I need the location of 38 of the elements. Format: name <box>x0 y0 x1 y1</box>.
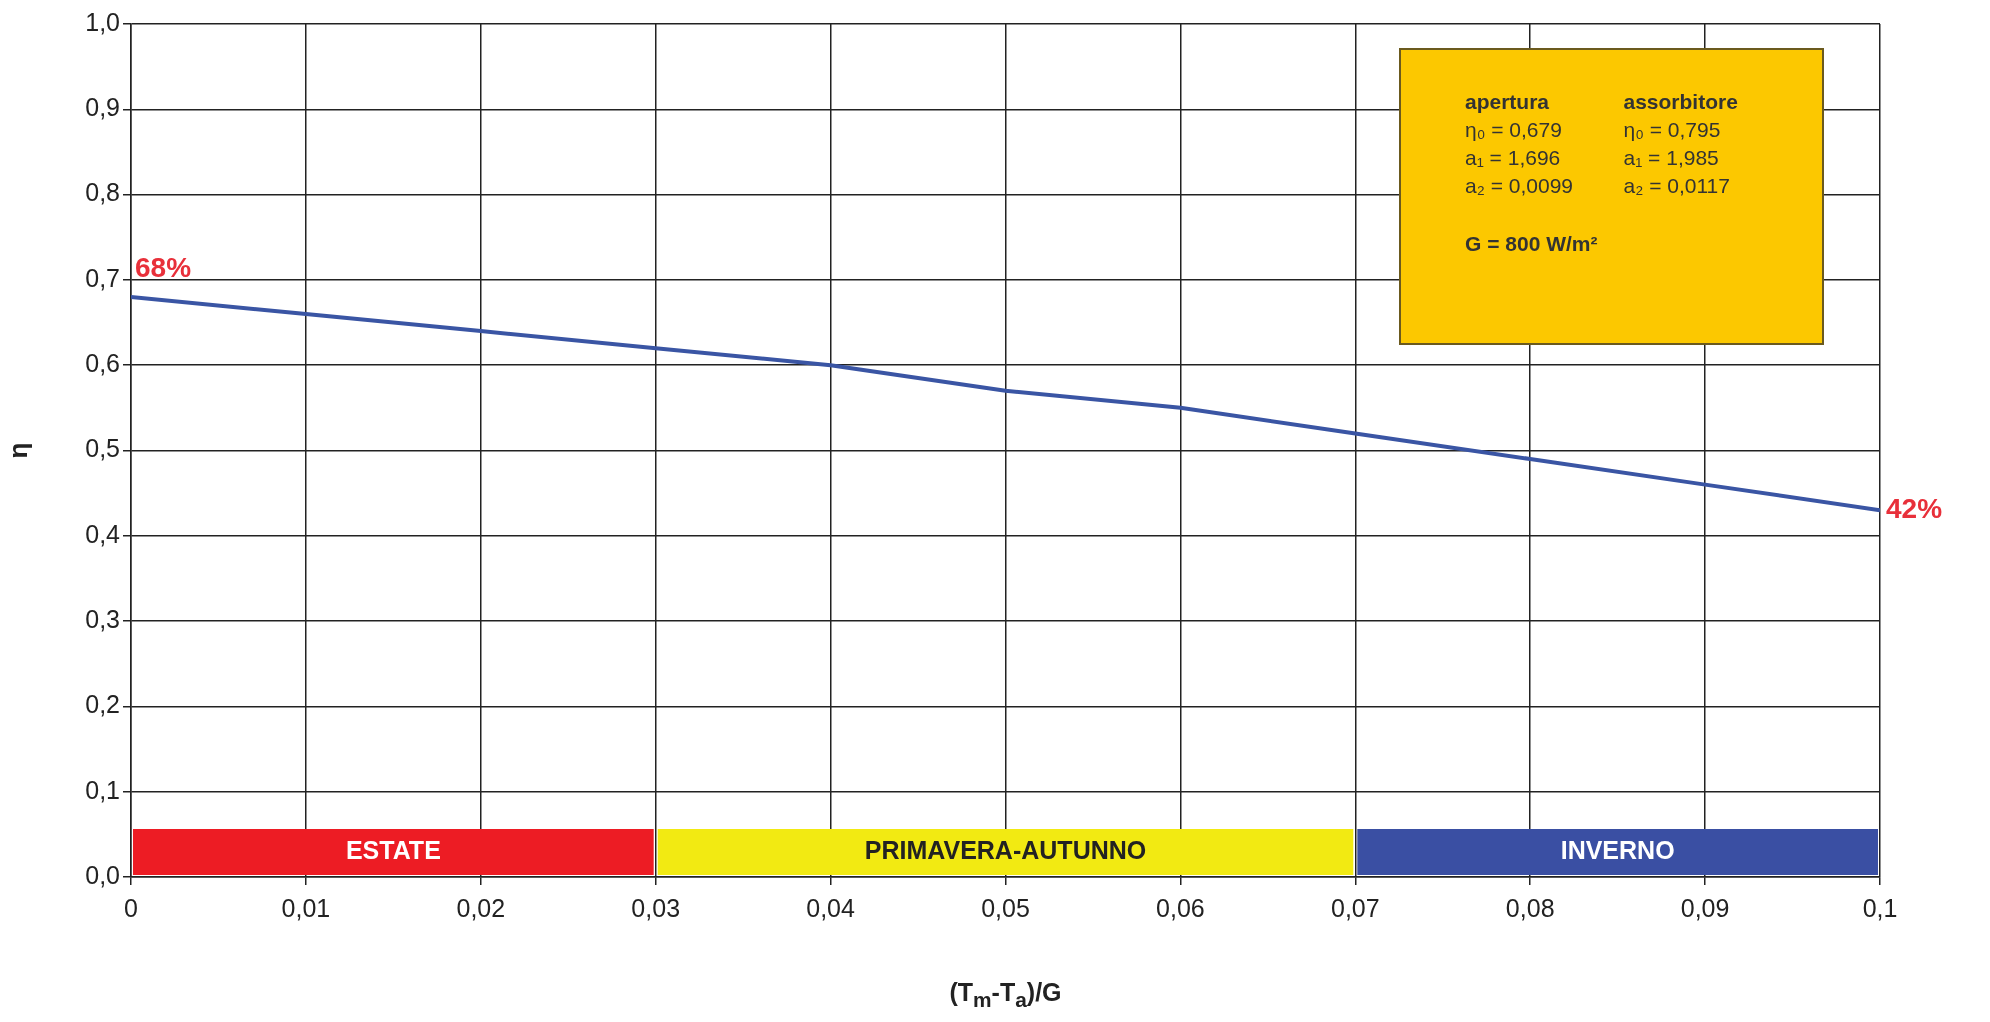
annotation: a₁ = 1,985 <box>1623 146 1720 170</box>
annotation: η₀ = 0,795 <box>1623 118 1722 142</box>
y-tick-label: 0,6 <box>85 349 120 378</box>
y-tick-label: 0,8 <box>85 178 120 207</box>
x-tick-label: 0,09 <box>1680 893 1730 922</box>
x-axis-title: (T$_{m}$-T$_{a}$)/G <box>948 978 1063 1012</box>
y-tick-label: 0,7 <box>85 263 120 292</box>
y-tick-label: 0,2 <box>85 690 120 719</box>
y-tick-label: 0,9 <box>85 93 120 122</box>
annotation: 68% <box>135 251 192 283</box>
x-tick-label: 0,04 <box>806 893 856 922</box>
x-tick-label: 0 <box>124 893 138 922</box>
y-tick-label: 0,5 <box>85 434 120 463</box>
band-label: INVERNO <box>1560 835 1675 864</box>
x-tick-label: 0,1 <box>1862 893 1898 922</box>
y-tick-label: 0,0 <box>85 860 120 889</box>
annotation: 42% <box>1886 492 1943 524</box>
x-tick-label: 0,05 <box>981 893 1030 922</box>
annotation: a₂ = 0,0117 <box>1623 174 1731 198</box>
x-tick-label: 0,01 <box>281 893 331 922</box>
y-tick-label: 1,0 <box>85 7 120 36</box>
y-axis-title: η <box>2 442 33 459</box>
band-label: PRIMAVERA-AUTUNNO <box>864 835 1147 864</box>
band-label: ESTATE <box>345 835 441 864</box>
annotation: a₂ = 0,0099 <box>1465 174 1574 198</box>
x-tick-label: 0,03 <box>631 893 681 922</box>
x-tick-label: 0,02 <box>456 893 506 922</box>
y-tick-label: 0,4 <box>85 519 121 548</box>
x-tick-label: 0,06 <box>1156 893 1205 922</box>
x-tick-label: 0,07 <box>1330 893 1380 922</box>
y-tick-label: 0,1 <box>85 775 120 804</box>
annotation: a₁ = 1,696 <box>1465 146 1562 170</box>
annotation: G = 800 W/m² <box>1465 232 1599 256</box>
y-tick-label: 0,3 <box>85 604 120 633</box>
annotation: assorbitore <box>1623 90 1739 114</box>
annotation: apertura <box>1465 90 1551 114</box>
x-tick-label: 0,08 <box>1505 893 1555 922</box>
annotation: η₀ = 0,679 <box>1465 118 1563 142</box>
